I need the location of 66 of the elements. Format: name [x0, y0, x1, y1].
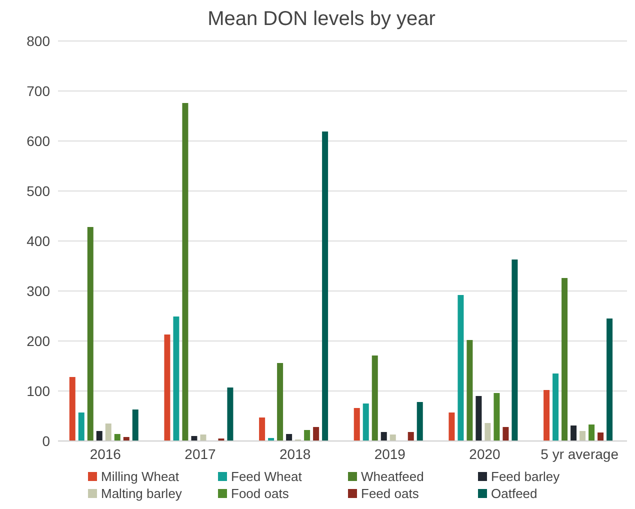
bar: [78, 412, 84, 441]
bar: [458, 295, 464, 441]
bar: [259, 418, 266, 441]
bar: [512, 260, 518, 441]
x-tick-label: 2018: [280, 446, 311, 462]
bar: [313, 427, 320, 441]
bar: [466, 340, 473, 441]
legend-label: Milling Wheat: [101, 469, 180, 484]
bar: [598, 432, 604, 441]
bar: [200, 434, 206, 441]
y-tick-label: 500: [26, 182, 50, 199]
bar: [562, 278, 568, 441]
bar: [69, 377, 76, 441]
bar: [588, 424, 595, 441]
bar: [164, 334, 170, 441]
bar: [484, 423, 491, 441]
bar: [372, 356, 378, 441]
bar: [173, 316, 180, 441]
bar: [87, 227, 94, 441]
bar: [380, 432, 387, 441]
bar: [132, 410, 138, 441]
bar: [286, 434, 292, 441]
bar: [362, 404, 369, 441]
legend-label: Malting barley: [101, 486, 182, 501]
legend-label: Feed oats: [361, 486, 419, 501]
legend-label: Oatfeed: [491, 486, 538, 501]
bar: [580, 431, 586, 441]
bar: [96, 431, 102, 441]
bar: [114, 434, 120, 441]
bar: [476, 396, 482, 441]
x-tick-label: 2017: [184, 446, 216, 462]
bar: [544, 390, 550, 441]
bar: [277, 363, 284, 441]
bar: [416, 402, 423, 441]
bar: [105, 424, 112, 441]
y-tick-label: 300: [26, 282, 50, 299]
y-tick-label: 700: [26, 82, 50, 99]
bar: [390, 434, 396, 441]
legend-label: Feed barley: [491, 469, 560, 484]
x-tick-label: 2019: [374, 446, 406, 462]
legend-label: Wheatfeed: [361, 469, 424, 484]
bar: [408, 432, 414, 441]
x-tick-label: 2020: [469, 446, 501, 462]
bar: [606, 318, 613, 441]
y-tick-label: 200: [26, 332, 50, 349]
bar: [448, 412, 455, 441]
bar: [322, 132, 328, 441]
legend-label: Food oats: [231, 486, 289, 501]
bar: [227, 388, 234, 441]
bar: [552, 374, 559, 441]
x-tick-label: 5 yr average: [540, 446, 619, 462]
y-tick-label: 0: [42, 432, 50, 449]
y-tick-label: 100: [26, 382, 50, 399]
bar: [182, 103, 188, 441]
bar: [502, 427, 509, 441]
bar: [570, 426, 577, 441]
bar: [191, 436, 198, 441]
y-tick-label: 400: [26, 232, 50, 249]
legend-label: Feed Wheat: [231, 469, 302, 484]
y-tick-label: 600: [26, 132, 50, 149]
y-tick-label: 800: [26, 32, 50, 49]
bar: [494, 393, 500, 441]
bar: [304, 430, 310, 441]
x-tick-label: 2016: [90, 446, 122, 462]
bar: [354, 408, 360, 441]
chart-title: Mean DON levels by year: [206, 8, 436, 31]
